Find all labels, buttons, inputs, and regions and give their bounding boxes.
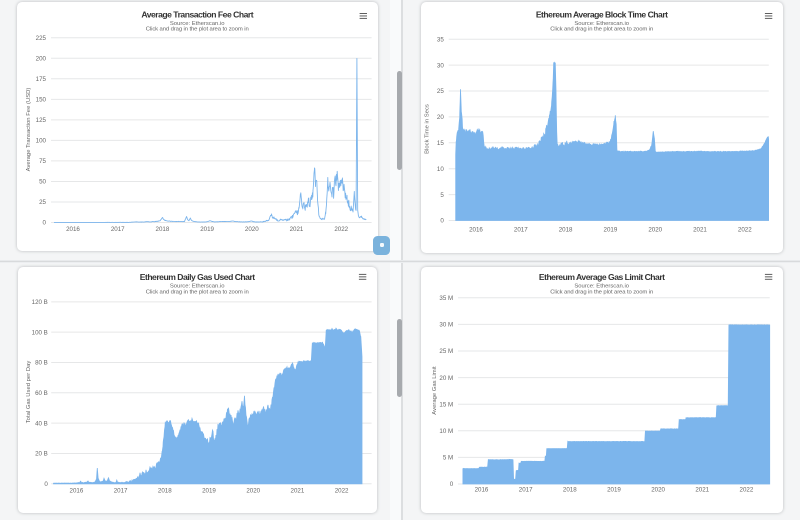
svg-text:Click and drag in the plot are: Click and drag in the plot area to zoom … [550, 289, 653, 295]
svg-text:75: 75 [39, 158, 46, 165]
svg-text:2019: 2019 [202, 487, 216, 494]
svg-text:2016: 2016 [469, 226, 483, 233]
svg-text:100 B: 100 B [32, 329, 48, 336]
svg-text:Ethereum Average Gas Limit Cha: Ethereum Average Gas Limit Chart [539, 272, 665, 282]
svg-text:120 B: 120 B [32, 299, 48, 306]
svg-text:2016: 2016 [66, 226, 80, 233]
svg-text:80 B: 80 B [35, 360, 48, 367]
svg-text:Ethereum Average Block Time Ch: Ethereum Average Block Time Chart [536, 9, 668, 19]
svg-text:2022: 2022 [334, 226, 348, 233]
svg-text:50: 50 [39, 179, 46, 186]
svg-text:10: 10 [437, 166, 444, 173]
svg-text:200: 200 [36, 55, 47, 62]
svg-text:2018: 2018 [158, 487, 172, 494]
svg-text:2019: 2019 [200, 226, 214, 233]
svg-text:15 M: 15 M [439, 401, 453, 408]
svg-text:Average Transaction Fee (USD): Average Transaction Fee (USD) [26, 88, 32, 172]
svg-text:2020: 2020 [651, 487, 665, 494]
svg-text:Source: Etherscan.io: Source: Etherscan.io [574, 284, 629, 290]
svg-text:0: 0 [450, 481, 454, 488]
svg-text:2016: 2016 [70, 487, 84, 494]
svg-text:15: 15 [437, 140, 444, 147]
svg-text:2017: 2017 [111, 226, 125, 233]
svg-text:Total Gas Used per Day: Total Gas Used per Day [26, 361, 32, 424]
svg-text:30 M: 30 M [439, 322, 453, 329]
svg-text:150: 150 [36, 97, 47, 104]
svg-text:2019: 2019 [604, 226, 618, 233]
svg-text:2021: 2021 [291, 487, 305, 494]
svg-text:2016: 2016 [475, 487, 489, 494]
svg-text:30: 30 [437, 62, 444, 69]
svg-text:Click and drag in the plot are: Click and drag in the plot area to zoom … [550, 27, 653, 33]
svg-text:2020: 2020 [246, 487, 260, 494]
svg-text:Average Gas Limit: Average Gas Limit [432, 366, 438, 415]
svg-text:0: 0 [440, 218, 444, 225]
svg-text:35: 35 [437, 36, 444, 43]
svg-text:Ethereum Daily Gas Used Chart: Ethereum Daily Gas Used Chart [140, 272, 256, 282]
svg-text:2017: 2017 [519, 487, 533, 494]
svg-text:175: 175 [36, 76, 47, 83]
svg-text:2022: 2022 [740, 487, 754, 494]
svg-text:0: 0 [43, 220, 47, 227]
svg-text:20 M: 20 M [439, 375, 453, 382]
svg-text:Source: Etherscan.io: Source: Etherscan.io [574, 21, 629, 27]
svg-text:10 M: 10 M [439, 428, 453, 435]
svg-text:2019: 2019 [607, 487, 621, 494]
svg-text:125: 125 [36, 117, 47, 124]
svg-text:20: 20 [437, 114, 444, 121]
svg-text:100: 100 [36, 138, 47, 145]
svg-text:2021: 2021 [695, 487, 709, 494]
svg-text:2021: 2021 [290, 226, 304, 233]
svg-text:0: 0 [44, 481, 48, 488]
svg-text:25 M: 25 M [439, 348, 453, 355]
svg-text:2018: 2018 [559, 226, 573, 233]
svg-text:2022: 2022 [738, 226, 752, 233]
svg-text:2020: 2020 [245, 226, 259, 233]
svg-text:Click and drag in the plot are: Click and drag in the plot area to zoom … [146, 289, 249, 295]
svg-text:20 B: 20 B [35, 451, 48, 458]
svg-text:2018: 2018 [156, 226, 170, 233]
svg-text:40 B: 40 B [35, 420, 48, 427]
svg-text:2018: 2018 [563, 487, 577, 494]
svg-text:2017: 2017 [114, 487, 128, 494]
svg-text:225: 225 [36, 35, 47, 42]
svg-text:2022: 2022 [335, 487, 349, 494]
svg-text:Block Time in Secs: Block Time in Secs [424, 104, 430, 154]
svg-text:2021: 2021 [693, 226, 707, 233]
svg-text:5: 5 [440, 192, 444, 199]
svg-text:35 M: 35 M [439, 295, 453, 302]
svg-text:5 M: 5 M [443, 455, 453, 462]
svg-text:Source: Etherscan.io: Source: Etherscan.io [170, 284, 225, 290]
svg-text:25: 25 [39, 199, 46, 206]
svg-text:Average Transaction Fee Chart: Average Transaction Fee Chart [141, 9, 253, 19]
svg-text:60 B: 60 B [35, 390, 48, 397]
svg-text:Source: Etherscan.io: Source: Etherscan.io [170, 21, 225, 27]
svg-text:Click and drag in the plot are: Click and drag in the plot area to zoom … [146, 27, 249, 33]
svg-text:2020: 2020 [648, 226, 662, 233]
svg-text:25: 25 [437, 88, 444, 95]
svg-text:2017: 2017 [514, 226, 528, 233]
